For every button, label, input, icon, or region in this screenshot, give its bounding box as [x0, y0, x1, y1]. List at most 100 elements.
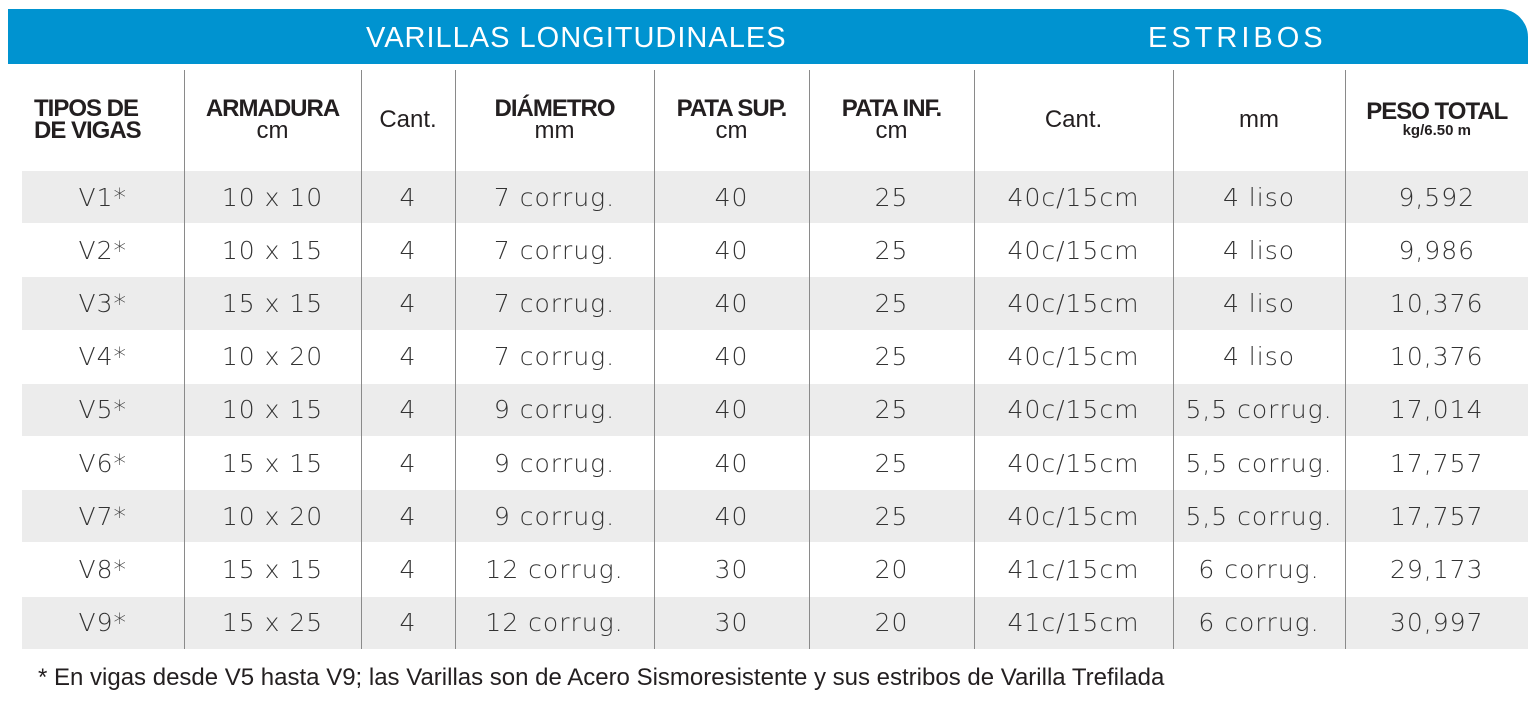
section-banner: VARILLAS LONGITUDINALES ESTRIBOS: [8, 9, 1528, 64]
cell-cant: 4: [360, 436, 455, 490]
cell-peso: 10,376: [1344, 276, 1528, 331]
cell-estribos-mm: 5,5 corrug.: [1172, 436, 1345, 490]
cell-estribos-mm: 4 liso: [1172, 223, 1345, 277]
cell-tipo: V2*: [22, 223, 184, 277]
table-row: V8* 15 x 15 4 12 corrug. 30 20 41c/15cm 6 corru…: [22, 542, 1528, 596]
table-header-row: TIPOS DE DE VIGAS ARMADURA cm Cant. DIÁM…: [22, 70, 1528, 171]
table-row: V6* 15 x 15 4 9 corrug. 40 25 40c/15cm 5,5 corr…: [22, 436, 1528, 490]
cell-diametro: 12 corrug.: [454, 596, 654, 649]
table-row: V9* 15 x 25 4 12 corrug. 30 20 41c/15cm 6 corru…: [22, 596, 1528, 649]
cell-armadura: 15 x 25: [183, 596, 361, 649]
cell-tipo: V9*: [22, 596, 184, 649]
cell-cant: 4: [360, 276, 455, 331]
cell-armadura: 10 x 15: [183, 383, 361, 437]
cell-cant: 4: [360, 489, 455, 543]
cell-estribos-cant: 40c/15cm: [973, 489, 1173, 543]
table-row: V2* 10 x 15 4 7 corrug. 40 25 40c/15cm 4 liso 9,…: [22, 223, 1528, 277]
cell-tipo: V7*: [22, 489, 184, 543]
table-row: V4* 10 x 20 4 7 corrug. 40 25 40c/15cm 4 liso 10…: [22, 330, 1528, 384]
cell-armadura: 10 x 10: [183, 170, 361, 224]
cell-estribos-mm: 6 corrug.: [1172, 596, 1345, 649]
cell-pata-sup: 30: [653, 542, 809, 596]
cell-peso: 9,986: [1344, 223, 1528, 277]
cell-pata-sup: 40: [653, 330, 809, 384]
cell-armadura: 10 x 20: [183, 489, 361, 543]
cell-peso: 17,757: [1344, 436, 1528, 490]
cell-armadura: 10 x 15: [183, 223, 361, 277]
cell-estribos-cant: 40c/15cm: [973, 170, 1173, 224]
header-peso-total: PESO TOTAL kg/6.50 m: [1344, 70, 1528, 171]
table-row: V1* 10 x 10 4 7 corrug. 40 25 40c/15cm 4 liso 9,…: [22, 170, 1528, 224]
cell-peso: 17,014: [1344, 383, 1528, 437]
cell-pata-sup: 40: [653, 436, 809, 490]
cell-diametro: 9 corrug.: [454, 383, 654, 437]
cell-cant: 4: [360, 223, 455, 277]
cell-tipo: V4*: [22, 330, 184, 384]
cell-peso: 9,592: [1344, 170, 1528, 224]
cell-cant: 4: [360, 596, 455, 649]
cell-pata-sup: 40: [653, 170, 809, 224]
cell-estribos-cant: 40c/15cm: [973, 436, 1173, 490]
cell-cant: 4: [360, 383, 455, 437]
cell-peso: 29,173: [1344, 542, 1528, 596]
cell-armadura: 15 x 15: [183, 436, 361, 490]
cell-estribos-cant: 40c/15cm: [973, 223, 1173, 277]
beam-spec-table: TIPOS DE DE VIGAS ARMADURA cm Cant. DIÁM…: [22, 70, 1528, 649]
cell-peso: 10,376: [1344, 330, 1528, 384]
cell-pata-inf: 20: [808, 596, 974, 649]
cell-diametro: 9 corrug.: [454, 436, 654, 490]
header-estribos-cant: Cant.: [973, 70, 1173, 171]
cell-pata-sup: 40: [653, 489, 809, 543]
cell-diametro: 9 corrug.: [454, 489, 654, 543]
cell-pata-inf: 25: [808, 330, 974, 384]
cell-pata-sup: 40: [653, 276, 809, 331]
cell-pata-inf: 20: [808, 542, 974, 596]
table-body: V1* 10 x 10 4 7 corrug. 40 25 40c/15cm 4 liso 9,…: [22, 170, 1528, 649]
cell-diametro: 12 corrug.: [454, 542, 654, 596]
beam-spec-table-wrapper: TIPOS DE DE VIGAS ARMADURA cm Cant. DIÁM…: [22, 70, 1528, 649]
cell-estribos-cant: 40c/15cm: [973, 383, 1173, 437]
cell-cant: 4: [360, 330, 455, 384]
cell-pata-inf: 25: [808, 436, 974, 490]
header-pata-inf: PATA INF. cm: [808, 70, 974, 171]
cell-estribos-mm: 4 liso: [1172, 330, 1345, 384]
cell-pata-inf: 25: [808, 170, 974, 224]
cell-estribos-mm: 6 corrug.: [1172, 542, 1345, 596]
header-estribos-mm: mm: [1172, 70, 1345, 171]
header-diametro: DIÁMETRO mm: [454, 70, 654, 171]
cell-estribos-cant: 40c/15cm: [973, 330, 1173, 384]
cell-estribos-cant: 41c/15cm: [973, 596, 1173, 649]
cell-peso: 30,997: [1344, 596, 1528, 649]
cell-cant: 4: [360, 542, 455, 596]
cell-tipo: V1*: [22, 170, 184, 224]
cell-estribos-mm: 5,5 corrug.: [1172, 383, 1345, 437]
table-row: V3* 15 x 15 4 7 corrug. 40 25 40c/15cm 4 liso 10…: [22, 276, 1528, 331]
cell-pata-sup: 40: [653, 223, 809, 277]
cell-diametro: 7 corrug.: [454, 330, 654, 384]
cell-diametro: 7 corrug.: [454, 223, 654, 277]
cell-pata-inf: 25: [808, 489, 974, 543]
cell-pata-inf: 25: [808, 223, 974, 277]
table-row: V5* 10 x 15 4 9 corrug. 40 25 40c/15cm 5,5 corr…: [22, 383, 1528, 437]
header-pata-sup: PATA SUP. cm: [653, 70, 809, 171]
cell-estribos-cant: 40c/15cm: [973, 276, 1173, 331]
banner-title-varillas: VARILLAS LONGITUDINALES: [366, 22, 787, 54]
table-row: V7* 10 x 20 4 9 corrug. 40 25 40c/15cm 5,5 corr…: [22, 489, 1528, 543]
cell-tipo: V5*: [22, 383, 184, 437]
cell-diametro: 7 corrug.: [454, 170, 654, 224]
cell-estribos-mm: 5,5 corrug.: [1172, 489, 1345, 543]
cell-diametro: 7 corrug.: [454, 276, 654, 331]
cell-tipo: V3*: [22, 276, 184, 331]
cell-pata-inf: 25: [808, 276, 974, 331]
footnote: * En vigas desde V5 hasta V9; las Varill…: [38, 664, 1165, 691]
banner-title-estribos: ESTRIBOS: [1148, 22, 1327, 54]
header-armadura: ARMADURA cm: [183, 70, 361, 171]
cell-armadura: 10 x 20: [183, 330, 361, 384]
cell-pata-sup: 30: [653, 596, 809, 649]
cell-estribos-mm: 4 liso: [1172, 170, 1345, 224]
cell-tipo: V8*: [22, 542, 184, 596]
cell-estribos-mm: 4 liso: [1172, 276, 1345, 331]
cell-armadura: 15 x 15: [183, 542, 361, 596]
cell-estribos-cant: 41c/15cm: [973, 542, 1173, 596]
cell-tipo: V6*: [22, 436, 184, 490]
